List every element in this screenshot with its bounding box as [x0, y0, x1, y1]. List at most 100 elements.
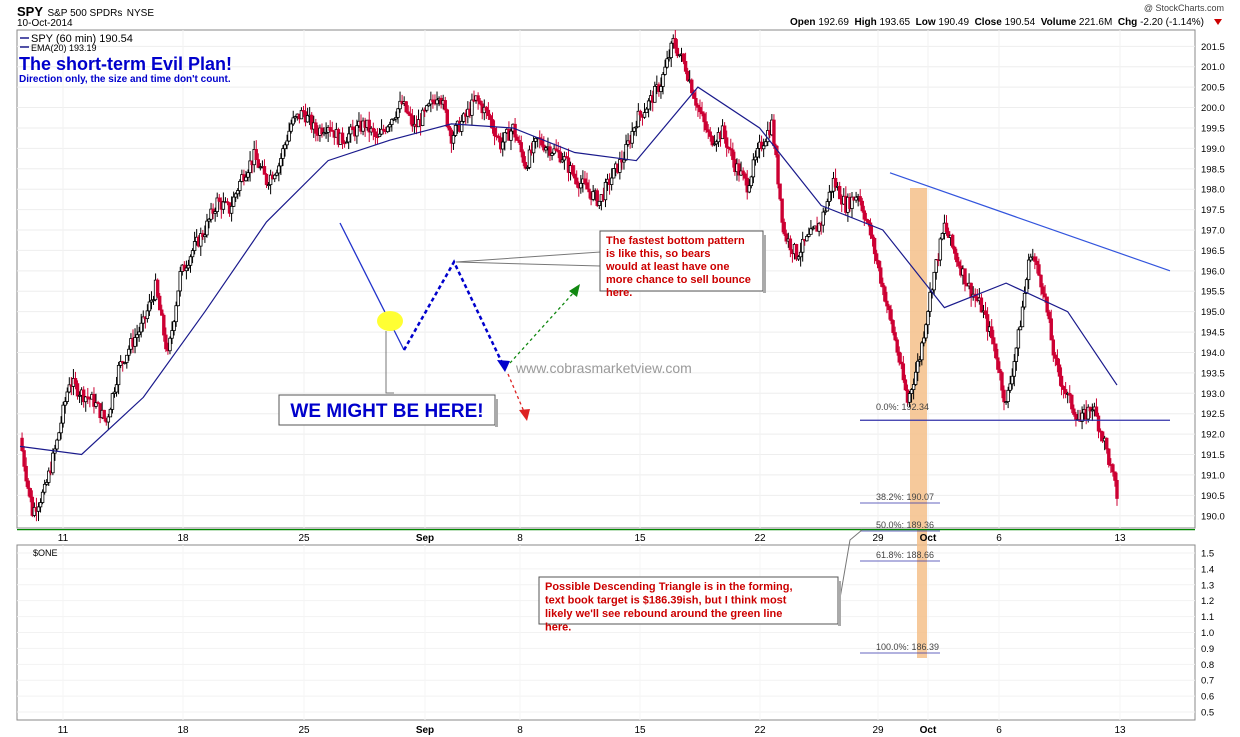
price-legend: SPY (60 min) 190.54 [31, 33, 133, 45]
candle-body [503, 132, 507, 143]
candle-body [955, 252, 959, 263]
candle-body [903, 379, 908, 391]
candle-body [209, 208, 213, 220]
note-line: text book target is $186.39ish, but I th… [545, 595, 787, 607]
price-tick-label: 195.5 [1201, 287, 1225, 298]
candle-body [558, 151, 562, 163]
candle-body [351, 126, 355, 131]
date-tick-label: 13 [1114, 533, 1126, 544]
price-tick-label: 196.5 [1201, 246, 1225, 257]
candle-body [139, 322, 143, 333]
candle-body [879, 267, 883, 284]
candle-body [782, 221, 786, 235]
candle-body [346, 133, 351, 143]
candle-body [513, 123, 517, 138]
candle-body [784, 233, 788, 242]
candle-body [659, 86, 663, 92]
candle-body [408, 113, 413, 117]
candle-body [570, 165, 575, 175]
candle-body [320, 127, 324, 135]
candle-body [293, 116, 297, 119]
candle-body [451, 135, 456, 144]
price-tick-label: 191.0 [1201, 470, 1225, 481]
candle-body [314, 122, 318, 134]
candle-body [22, 450, 26, 467]
price-tick-label: 194.0 [1201, 348, 1225, 359]
candle-body [162, 314, 166, 336]
candle-body [714, 141, 719, 145]
candle-body [24, 465, 28, 482]
price-tick-label: 201.5 [1201, 42, 1225, 53]
candle-body [406, 111, 410, 115]
candle-body [1033, 256, 1037, 262]
date-tick-label: 8 [517, 533, 523, 544]
one-tick-label: 1.2 [1201, 596, 1214, 607]
date-tick-label: 8 [517, 725, 523, 736]
candles [20, 30, 1119, 522]
candle-body [548, 146, 552, 156]
candle-body [285, 140, 289, 146]
price-tick-label: 192.5 [1201, 409, 1225, 420]
price-tick-label: 197.5 [1201, 205, 1225, 216]
candle-body [1020, 306, 1025, 328]
candle-body [496, 135, 501, 139]
candle-body [887, 305, 891, 311]
candle-body [186, 264, 191, 269]
candle-body [727, 146, 731, 150]
candle-body [916, 360, 920, 373]
candle-body [521, 151, 526, 163]
candle-body [741, 170, 745, 175]
one-tick-label: 1.5 [1201, 548, 1214, 559]
candle-body [462, 113, 466, 122]
candle-body [164, 334, 168, 350]
candle-body [821, 211, 825, 226]
candle-body [694, 97, 698, 106]
candle-body [661, 74, 665, 87]
candle-body [706, 129, 710, 133]
candle-body [885, 300, 889, 307]
down-scenario-line [507, 373, 526, 415]
candle-body [65, 391, 69, 402]
candle-body [796, 256, 801, 260]
candle-body [77, 394, 82, 397]
price-tick-label: 200.0 [1201, 103, 1225, 114]
candle-body [519, 142, 523, 153]
candle-body [809, 228, 813, 235]
fastest-box [599, 230, 764, 292]
candle-body [587, 188, 591, 193]
date-tick-label: 15 [634, 533, 646, 544]
price-tick-label: 201.0 [1201, 62, 1225, 73]
candle-body [761, 145, 766, 150]
one-tick-label: 0.5 [1201, 708, 1214, 719]
candle-body [780, 198, 784, 223]
fib-label: 61.8%: 188.66 [876, 550, 934, 560]
candle-body [178, 271, 182, 292]
candle-body [310, 114, 314, 130]
candle-body [84, 396, 88, 403]
candle-body [889, 309, 893, 321]
candle-body [683, 60, 688, 72]
candle-body [805, 235, 809, 242]
one-panel-label: $ONE [33, 548, 58, 558]
candle-body [192, 241, 197, 251]
candle-body [1055, 357, 1060, 366]
fastest-box-shadow [763, 235, 766, 293]
candle-body [51, 452, 55, 474]
note-line: is like this, so bears [606, 248, 711, 260]
price-tick-label: 198.5 [1201, 164, 1225, 175]
fib-label: 50.0%: 189.36 [876, 520, 934, 530]
candle-body [141, 316, 145, 324]
candle-body [289, 123, 293, 132]
low-value: 190.49 [938, 17, 970, 28]
candle-body [425, 105, 429, 111]
candle-body [199, 233, 203, 247]
candle-body [934, 259, 938, 273]
candle-body [30, 496, 35, 516]
candle-body [299, 110, 304, 120]
price-tick-label: 196.0 [1201, 266, 1225, 277]
low-label: Low [915, 17, 936, 28]
date-tick-label: Oct [920, 533, 937, 544]
candle-body [234, 193, 238, 198]
candle-body [287, 130, 291, 142]
candle-body [254, 149, 258, 161]
